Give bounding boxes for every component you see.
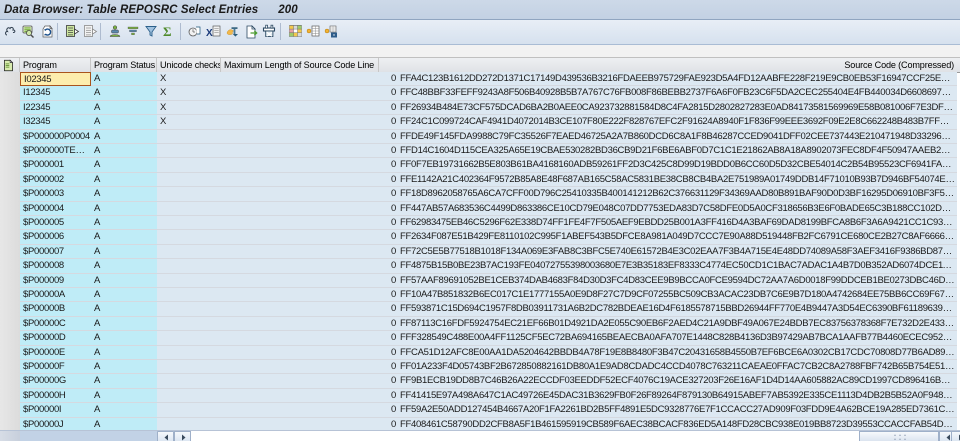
svg-text:X: X — [206, 28, 213, 39]
svg-text:Σ: Σ — [163, 24, 172, 39]
